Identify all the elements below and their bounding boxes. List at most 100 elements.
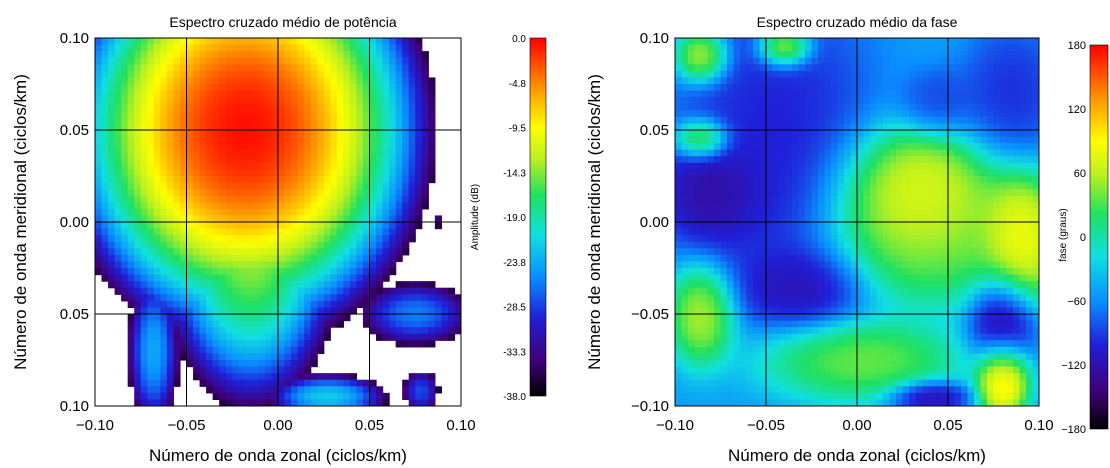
heatmap-cell <box>727 189 735 197</box>
heatmap-cell <box>883 136 891 144</box>
heatmap-cell <box>766 156 774 164</box>
heatmap-cell <box>733 379 741 387</box>
heatmap-cell <box>928 176 936 184</box>
heatmap-cell <box>428 156 436 164</box>
heatmap-cell <box>909 314 917 322</box>
heatmap-cell <box>746 287 754 295</box>
heatmap-cell <box>402 195 410 203</box>
heatmap-cell <box>733 241 741 249</box>
heatmap-cell <box>362 379 371 387</box>
heatmap-cell <box>883 373 891 381</box>
heatmap-cell <box>382 162 390 171</box>
heatmap-cell <box>206 195 214 203</box>
heatmap-cell <box>707 235 715 243</box>
heatmap-cell <box>824 130 832 138</box>
heatmap-cell <box>140 149 148 157</box>
heatmap-cell <box>889 314 897 322</box>
heatmap-cell <box>219 222 227 230</box>
heatmap-cell <box>173 149 181 157</box>
heatmap-cell <box>935 38 943 46</box>
heatmap-cell <box>421 70 429 79</box>
heatmap-cell <box>707 116 715 125</box>
heatmap-cell <box>330 84 338 92</box>
heatmap-cell <box>857 392 865 401</box>
heatmap-cell <box>238 314 246 322</box>
heatmap-cell <box>772 195 780 203</box>
heatmap-cell <box>304 116 312 125</box>
heatmap-cell <box>785 261 793 269</box>
heatmap-cell <box>850 274 858 282</box>
heatmap-cell <box>447 320 456 328</box>
heatmap-cell <box>850 208 858 217</box>
heatmap-cell <box>369 386 377 394</box>
heatmap-cell <box>166 399 175 406</box>
heatmap-cell <box>935 222 943 230</box>
heatmap-cell <box>909 399 917 406</box>
heatmap-cell <box>733 64 741 72</box>
heatmap-cell <box>870 254 878 263</box>
heatmap-cell <box>818 373 826 381</box>
heatmap-cell <box>876 353 884 361</box>
heatmap-cell <box>876 340 884 348</box>
heatmap-cell <box>297 97 305 105</box>
heatmap-cell <box>166 300 175 309</box>
heatmap-cell <box>284 287 292 295</box>
heatmap-cell <box>291 235 299 243</box>
heatmap-cell <box>850 314 858 322</box>
heatmap-cell <box>935 90 943 98</box>
heatmap-cell <box>108 38 116 46</box>
heatmap-cell <box>831 268 839 276</box>
heatmap-cell <box>127 64 135 72</box>
heatmap-cell <box>369 97 377 105</box>
heatmap-cell <box>928 64 936 72</box>
heatmap-cell <box>166 254 175 263</box>
heatmap-cell <box>127 274 135 282</box>
heatmap-cell <box>376 228 384 236</box>
heatmap-cell <box>902 70 910 79</box>
heatmap-cell <box>140 130 148 138</box>
heatmap-cell <box>896 44 904 52</box>
heatmap-cell <box>330 314 338 322</box>
heatmap-cell <box>179 287 188 295</box>
heatmap-cell <box>284 307 292 315</box>
heatmap-cell <box>140 254 148 263</box>
heatmap-cell <box>114 169 122 177</box>
heatmap-cell <box>792 287 800 295</box>
heatmap-cell <box>727 386 735 394</box>
heatmap-cell <box>896 208 904 217</box>
heatmap-cell <box>121 241 129 249</box>
heatmap-cell <box>714 254 722 263</box>
heatmap-cell <box>922 327 930 335</box>
heatmap-cell <box>694 340 702 348</box>
heatmap-cell <box>824 51 832 59</box>
heatmap-cell <box>870 123 878 131</box>
heatmap-cell <box>779 314 787 322</box>
heatmap-cell <box>863 149 871 157</box>
heatmap-cell <box>291 379 299 387</box>
heatmap-cell <box>362 202 371 210</box>
heatmap-cell <box>245 103 253 111</box>
heatmap-cell <box>108 123 116 131</box>
heatmap-cell <box>114 51 122 59</box>
heatmap-cell <box>876 38 884 46</box>
heatmap-cell <box>837 215 845 223</box>
heatmap-cell <box>772 366 780 374</box>
heatmap-cell <box>876 44 884 52</box>
heatmap-cell <box>297 307 305 315</box>
heatmap-cell <box>883 44 891 52</box>
heatmap-cell <box>317 235 325 243</box>
heatmap-cell <box>798 399 806 406</box>
heatmap-cell <box>805 90 813 98</box>
heatmap-cell <box>134 346 142 355</box>
heatmap-cell <box>160 241 168 249</box>
heatmap-cell <box>232 300 240 309</box>
heatmap-cell <box>415 294 423 302</box>
heatmap-cell <box>179 169 188 177</box>
heatmap-cell <box>225 84 233 92</box>
heatmap-cell <box>928 333 936 341</box>
heatmap-cell <box>193 268 201 276</box>
heatmap-cell <box>278 254 286 263</box>
heatmap-cell <box>857 228 865 236</box>
heatmap-cell <box>225 235 233 243</box>
heatmap-cell <box>805 261 813 269</box>
